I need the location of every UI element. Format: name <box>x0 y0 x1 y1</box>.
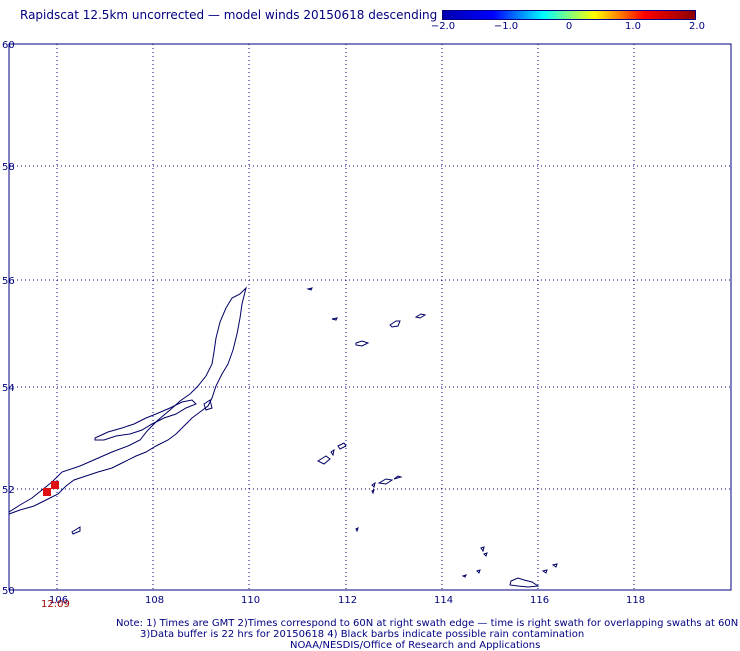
map-title: Rapidscat 12.5km uncorrected — model win… <box>20 8 438 22</box>
lake-baikal-outline <box>8 286 247 515</box>
lon-label: 110 <box>241 595 260 606</box>
lake-outline <box>316 455 331 465</box>
note-line-3: NOAA/NESDIS/Office of Research and Appli… <box>290 640 541 651</box>
lat-label: 56 <box>2 276 15 287</box>
lake-outline <box>461 574 467 578</box>
lake-outline <box>377 478 394 485</box>
lake-outline <box>541 569 548 574</box>
lake-outline <box>71 526 81 535</box>
colorbar-tick-label: 0 <box>565 21 573 32</box>
lake-outline <box>337 442 347 450</box>
lake-outline <box>509 577 540 588</box>
colorbar-tick-label: 1.0 <box>625 21 641 32</box>
colorbar-tick-label: −2.0 <box>430 21 456 32</box>
lat-lon-grid <box>9 44 731 590</box>
lon-label: 114 <box>434 595 453 606</box>
wind-vector-point <box>43 488 51 496</box>
colorbar-tick-label: −1.0 <box>493 21 519 32</box>
lake-outline <box>389 320 401 328</box>
map-frame <box>8 43 732 591</box>
lat-label: 58 <box>2 162 15 173</box>
lon-label: 108 <box>145 595 164 606</box>
colorbar-tick-label: 2.0 <box>689 21 705 32</box>
lake-outline <box>330 448 335 457</box>
wind-vector-point <box>51 481 59 489</box>
lat-label: 50 <box>2 586 15 597</box>
lake-outline <box>331 317 338 321</box>
peninsula-outline <box>203 399 213 411</box>
note-line-2: 3)Data buffer is 22 hrs for 20150618 4) … <box>140 629 585 640</box>
lon-label: 118 <box>626 595 645 606</box>
lake-outline <box>371 489 375 495</box>
lake-outline <box>355 527 359 533</box>
lake-outline <box>306 287 313 291</box>
lake-outline <box>355 340 370 347</box>
lake-outline <box>483 552 488 557</box>
lake-outline <box>476 569 481 574</box>
lake-outline <box>551 563 558 568</box>
swath-time-label: 12:09 <box>41 599 70 610</box>
lake-outline <box>414 313 427 319</box>
lon-label: 116 <box>530 595 549 606</box>
coastline <box>8 286 558 588</box>
lat-label: 60 <box>2 40 15 51</box>
lake-outline <box>393 475 403 480</box>
lon-label: 106 <box>49 595 68 606</box>
lake-outline <box>371 481 376 488</box>
colorbar <box>442 10 696 20</box>
note-line-1: Note: 1) Times are GMT 2)Times correspon… <box>116 618 739 629</box>
lat-label: 54 <box>2 383 15 394</box>
lon-label: 112 <box>338 595 357 606</box>
lake-outline <box>480 546 485 553</box>
lat-label: 52 <box>2 485 15 496</box>
olkhon-island-outline <box>94 399 197 441</box>
